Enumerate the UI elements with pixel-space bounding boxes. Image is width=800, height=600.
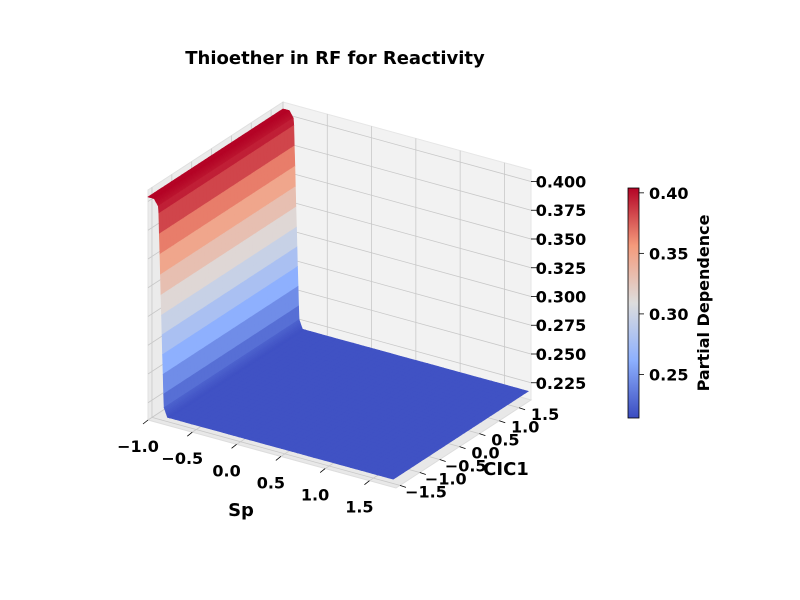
z-tick-label: 0.400 <box>536 173 587 192</box>
grid-line <box>282 199 532 269</box>
y-tick-mark <box>439 459 446 462</box>
colorbar-label: Partial Dependence <box>694 214 713 391</box>
grid-line <box>151 417 401 486</box>
grid-line <box>282 113 532 182</box>
surface-cell <box>387 475 398 480</box>
surface-cell <box>158 231 164 255</box>
y-tick-mark <box>419 472 426 475</box>
grid-line <box>282 141 532 211</box>
colorbar-gradient <box>627 187 640 419</box>
grid-line <box>282 285 532 355</box>
x-tick-mark <box>231 443 237 449</box>
x-tick-mark <box>187 431 193 437</box>
x-tick-label: 1.5 <box>345 498 373 517</box>
grid-line <box>282 170 532 240</box>
x-axis-label: Sp <box>228 500 254 521</box>
x-tick-mark <box>275 456 282 461</box>
y-tick-label: −0.5 <box>445 457 487 476</box>
chart-title: Thioether in RF for Reactivity <box>185 48 485 69</box>
y-tick-mark <box>499 420 506 424</box>
surface-cell <box>161 312 166 336</box>
colorbar-tick-label: 0.40 <box>649 184 688 203</box>
surface-cell <box>158 210 164 235</box>
colorbar-tick-label: 0.25 <box>649 365 688 384</box>
surface-cell <box>162 371 168 395</box>
grid-line <box>282 256 532 326</box>
x-tick-label: 1.0 <box>301 486 329 505</box>
grid-line <box>282 228 532 297</box>
colorbar-tick-label: 0.35 <box>649 244 688 263</box>
x-tick-label: 0.5 <box>257 473 285 492</box>
x-tick-mark <box>364 480 370 486</box>
surface-cell <box>163 391 168 409</box>
surface-cell <box>159 251 165 276</box>
colorbar-ticks: 0.25 0.30 0.35 0.40 <box>639 184 688 384</box>
surface-plot <box>147 108 530 480</box>
x-tick-mark <box>319 468 326 473</box>
z-tick-label: 0.225 <box>536 374 587 393</box>
surface-cell <box>160 292 166 316</box>
y-tick-label: 1.5 <box>531 405 559 424</box>
y-tick-mark <box>518 407 526 411</box>
surface-cell <box>160 271 165 296</box>
colorbar: 0.25 0.30 0.35 0.40 Partial Dependence <box>627 184 713 419</box>
y-tick-label: 1.0 <box>511 418 539 437</box>
axis-ticks: −1.0−0.50.00.51.01.5−1.5−1.0−0.50.00.51.… <box>117 173 586 517</box>
y-tick-label: 0.0 <box>471 444 499 463</box>
x-tick-mark <box>142 419 149 425</box>
y-tick-label: −1.0 <box>425 470 467 489</box>
colorbar-tick-label: 0.30 <box>649 305 688 324</box>
y-axis-label: CIC1 <box>483 459 529 480</box>
x-tick-label: −0.5 <box>161 449 203 468</box>
y-tick-label: 0.5 <box>491 431 519 450</box>
surface-cell <box>161 332 167 356</box>
y-tick-mark <box>399 485 407 488</box>
z-tick-label: 0.350 <box>536 230 587 249</box>
y-tick-mark <box>459 446 466 449</box>
z-tick-label: 0.375 <box>536 201 587 220</box>
surface-cell <box>162 351 167 375</box>
z-tick-label: 0.250 <box>536 345 587 364</box>
z-tick-label: 0.275 <box>536 316 587 335</box>
y-tick-mark <box>479 433 486 437</box>
z-tick-label: 0.325 <box>536 259 587 278</box>
grid-line <box>282 314 532 384</box>
z-tick-label: 0.300 <box>536 288 587 307</box>
y-tick-label: −1.5 <box>405 482 447 501</box>
x-tick-label: 0.0 <box>212 461 240 480</box>
x-tick-label: −1.0 <box>117 437 159 456</box>
